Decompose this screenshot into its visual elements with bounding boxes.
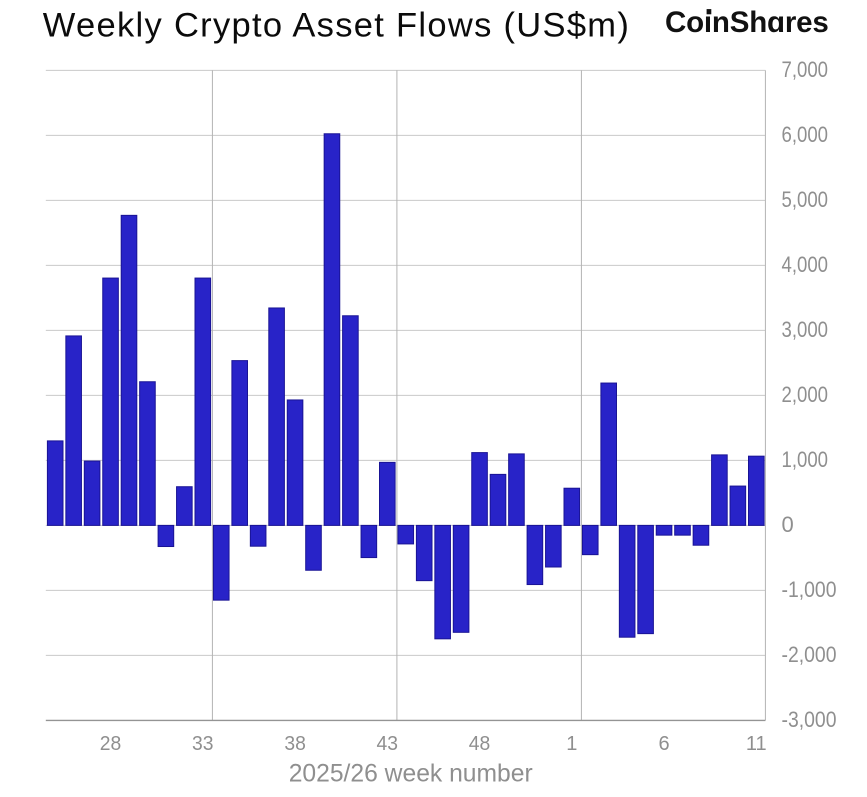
- svg-text:2025/26 week number: 2025/26 week number: [289, 759, 533, 787]
- svg-text:3,000: 3,000: [782, 317, 829, 342]
- svg-text:-3,000: -3,000: [782, 707, 837, 732]
- svg-text:-1,000: -1,000: [782, 577, 837, 602]
- svg-text:7,000: 7,000: [782, 57, 829, 82]
- svg-text:33: 33: [192, 733, 214, 755]
- svg-text:Weekly Crypto Asset Flows (US$: Weekly Crypto Asset Flows (US$m): [43, 7, 630, 45]
- svg-text:28: 28: [100, 733, 122, 755]
- svg-text:11: 11: [746, 733, 767, 755]
- svg-text:-2,000: -2,000: [782, 642, 837, 667]
- svg-text:1,000: 1,000: [782, 447, 829, 472]
- svg-text:4,000: 4,000: [782, 252, 829, 277]
- svg-text:6,000: 6,000: [782, 122, 829, 147]
- svg-text:6: 6: [659, 733, 670, 755]
- svg-text:43: 43: [377, 733, 399, 755]
- svg-text:48: 48: [469, 733, 491, 755]
- svg-text:CoınShɑres: CoınShɑres: [665, 6, 829, 39]
- svg-text:38: 38: [284, 733, 306, 755]
- svg-text:2,000: 2,000: [782, 382, 829, 407]
- svg-text:5,000: 5,000: [782, 187, 829, 212]
- svg-text:0: 0: [782, 512, 794, 537]
- svg-text:1: 1: [566, 733, 577, 755]
